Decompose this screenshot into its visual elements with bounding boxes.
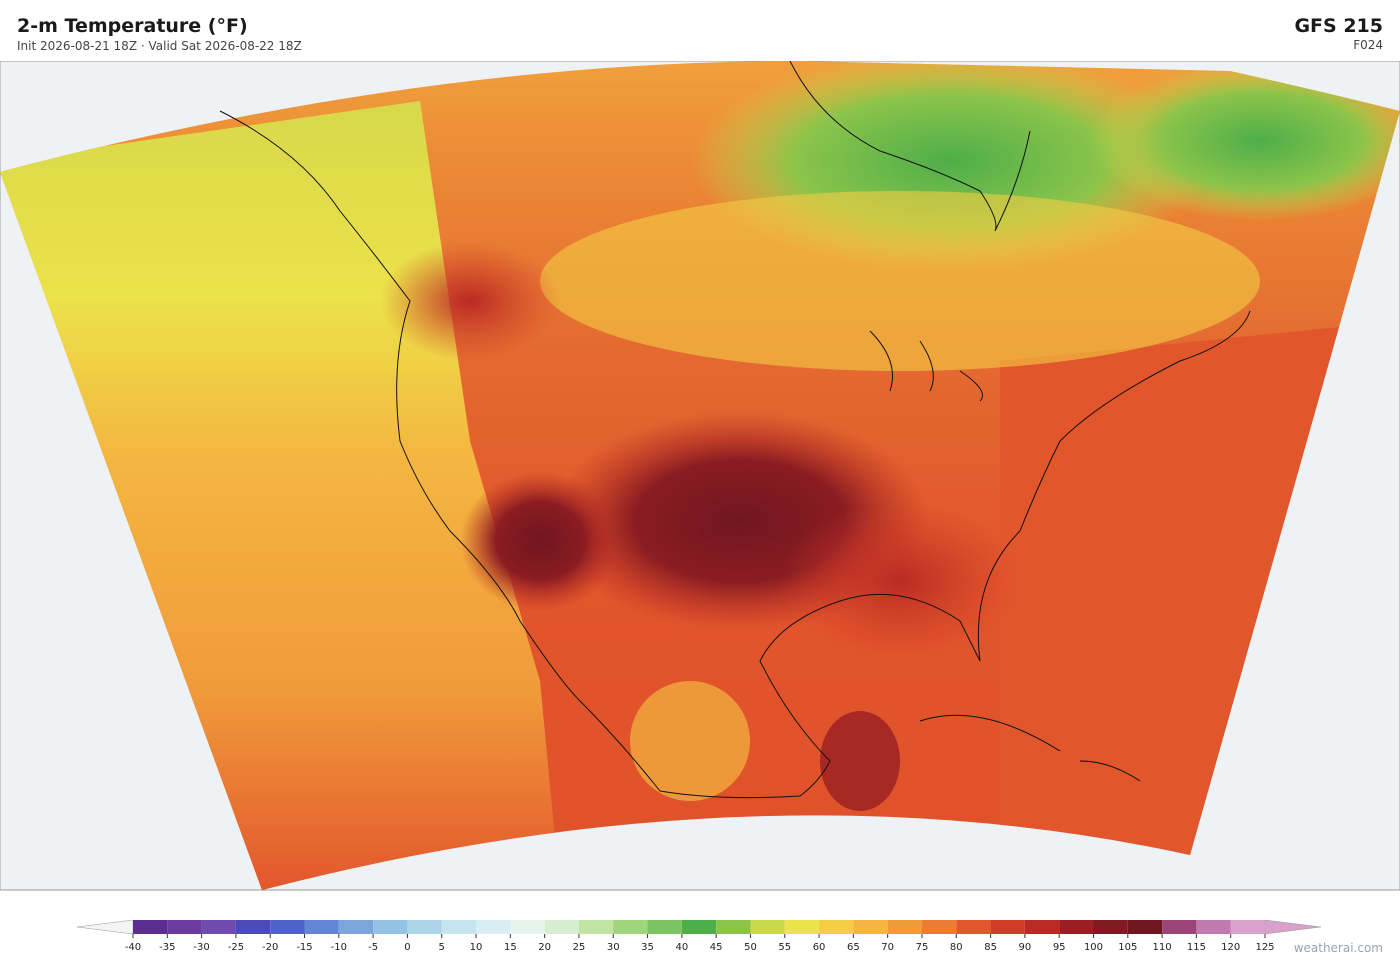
colorbar-segment: [270, 920, 305, 934]
colorbar-segment: [990, 920, 1025, 934]
tick-label: 5: [439, 942, 445, 953]
colorbar-over: [1264, 919, 1322, 935]
coastlines: [219, 61, 1251, 799]
tick-label: 85: [984, 942, 997, 953]
colorbar-segment: [167, 920, 202, 934]
tick-label: 95: [1053, 942, 1066, 953]
colorbar-segment: [304, 920, 339, 934]
colorbar-segment: [647, 920, 682, 934]
colorbar-segment: [921, 920, 957, 934]
tick-label: 105: [1118, 942, 1137, 953]
tick-label: -40: [125, 942, 141, 953]
tick-label: -20: [262, 942, 278, 953]
colorbar-segment: [1093, 920, 1128, 934]
colorbar-segment: [887, 920, 922, 934]
colorbar-segment: [784, 920, 820, 934]
tick-label: 25: [573, 942, 586, 953]
colorbar-segment: [1230, 920, 1265, 934]
tick-label: -15: [296, 942, 312, 953]
colorbar-segment: [441, 920, 477, 934]
colorbar-segment: [201, 920, 236, 934]
tick-label: 80: [950, 942, 963, 953]
colorbar-under: [76, 919, 134, 935]
tick-label: 110: [1153, 942, 1172, 953]
tick-label: -30: [193, 942, 209, 953]
colorbar-segment: [1196, 920, 1231, 934]
colorbar-segment: [544, 920, 579, 934]
forecast-hour: F024: [1353, 38, 1383, 52]
map: [0, 61, 1400, 891]
tick-label: -25: [228, 942, 244, 953]
tick-label: -35: [159, 942, 175, 953]
tick-label: -5: [368, 942, 378, 953]
colorbar-segment: [681, 920, 717, 934]
subtitle: Init 2026-08-21 18Z · Valid Sat 2026-08-…: [17, 39, 302, 53]
colorbar: -40 -35 -30 -25 -20 -15 -10 -5 0 5 10 15 20 25 30 35 40 4…: [76, 919, 1322, 953]
colorbar-segment: [1162, 920, 1197, 934]
temperature-field: [0, 61, 1400, 890]
colorbar-segment: [476, 920, 511, 934]
title: 2-m Temperature (°F): [17, 15, 248, 37]
colorbar-segment: [853, 920, 888, 934]
colorbar-segment: [1127, 920, 1163, 934]
tick-label: -10: [331, 942, 347, 953]
tick-label: 10: [470, 942, 483, 953]
tick-label: 125: [1255, 942, 1274, 953]
colorbar-segment: [1024, 920, 1060, 934]
tick-label: 50: [744, 942, 757, 953]
colorbar-segment: [750, 920, 785, 934]
colorbar-segment: [510, 920, 545, 934]
watermark: weatherai.com: [1293, 941, 1383, 955]
colorbar-segment: [1059, 920, 1094, 934]
tick-label: 45: [710, 942, 723, 953]
tick-label: 75: [916, 942, 929, 953]
colorbar-segment: [613, 920, 648, 934]
tick-label: 35: [641, 942, 654, 953]
tick-label: 55: [778, 942, 791, 953]
tick-label: 15: [504, 942, 517, 953]
colorbar-segment: [407, 920, 442, 934]
tick-label: 90: [1019, 942, 1032, 953]
tick-label: 20: [538, 942, 551, 953]
colorbar-segment: [819, 920, 854, 934]
colorbar-segment: [338, 920, 374, 934]
tick-label: 100: [1084, 942, 1103, 953]
tick-label: 40: [675, 942, 688, 953]
tick-label: 70: [881, 942, 894, 953]
colorbar-segment: [133, 920, 168, 934]
tick-label: 65: [847, 942, 860, 953]
colorbar-segment: [373, 920, 408, 934]
tick-label: 0: [404, 942, 410, 953]
tick-label: 120: [1221, 942, 1240, 953]
tick-label: 60: [813, 942, 826, 953]
colorbar-segment: [578, 920, 614, 934]
tick-label: 30: [607, 942, 620, 953]
tick-label: 115: [1187, 942, 1206, 953]
colorbar-segment: [956, 920, 991, 934]
colorbar-segment: [716, 920, 751, 934]
colorbar-segment: [235, 920, 271, 934]
model-name: GFS 215: [1294, 15, 1383, 37]
